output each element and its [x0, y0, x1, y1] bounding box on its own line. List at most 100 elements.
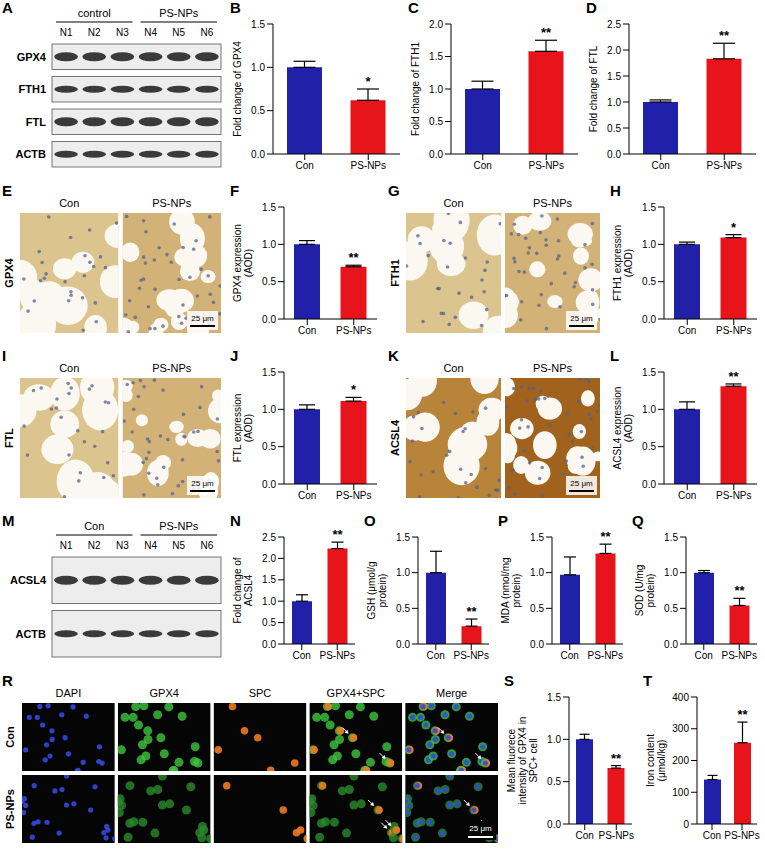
svg-text:GPX4: GPX4 — [17, 51, 47, 63]
svg-text:PS-NPs: PS-NPs — [598, 830, 634, 841]
svg-text:PS-NPs: PS-NPs — [533, 197, 573, 209]
svg-text:1.0: 1.0 — [396, 567, 410, 578]
svg-text:ACSL4: ACSL4 — [389, 419, 401, 456]
svg-text:DAPI: DAPI — [56, 687, 82, 699]
svg-text:*: * — [731, 220, 737, 235]
svg-text:Fold change of FTL: Fold change of FTL — [588, 45, 599, 132]
svg-text:**: ** — [734, 583, 745, 598]
svg-text:N6: N6 — [201, 540, 214, 551]
svg-text:PS-NPs: PS-NPs — [336, 490, 372, 501]
svg-text:400: 400 — [672, 692, 689, 703]
svg-text:(AOD): (AOD) — [243, 249, 254, 277]
svg-text:Con: Con — [678, 325, 696, 336]
svg-text:Con: Con — [678, 490, 696, 501]
svg-text:PS-NPs: PS-NPs — [152, 197, 192, 209]
svg-text:0.0: 0.0 — [664, 639, 678, 650]
svg-text:GPX4: GPX4 — [3, 257, 15, 287]
svg-text:2.0: 2.0 — [429, 19, 443, 30]
svg-text:PS-NPs: PS-NPs — [350, 160, 386, 171]
svg-text:ACSL4 expression: ACSL4 expression — [612, 387, 623, 470]
svg-text:Con: Con — [84, 520, 104, 532]
svg-text:N3: N3 — [116, 27, 129, 38]
svg-text:Con: Con — [298, 490, 316, 501]
svg-text:25 μm: 25 μm — [469, 824, 492, 833]
svg-text:Con: Con — [298, 325, 316, 336]
svg-text:1.0: 1.0 — [547, 734, 561, 745]
svg-text:PS-NPs: PS-NPs — [716, 490, 752, 501]
svg-text:protein): protein) — [511, 574, 522, 608]
svg-text:SPC+ cell: SPC+ cell — [528, 738, 539, 782]
svg-text:FTH1 expression: FTH1 expression — [612, 225, 623, 301]
svg-text:1.5: 1.5 — [642, 202, 656, 213]
svg-text:Con: Con — [576, 830, 594, 841]
svg-text:PS-NPs: PS-NPs — [587, 650, 623, 661]
svg-text:(μmol/kg): (μmol/kg) — [656, 740, 667, 782]
svg-text:MDA (nmol/mg: MDA (nmol/mg — [500, 557, 511, 623]
svg-text:0.0: 0.0 — [396, 639, 410, 650]
svg-text:N1: N1 — [60, 540, 73, 551]
svg-text:1.0: 1.0 — [262, 596, 276, 607]
svg-text:*: * — [351, 382, 357, 397]
svg-text:Iron content: Iron content — [645, 734, 656, 787]
svg-text:1.0: 1.0 — [607, 97, 621, 108]
svg-text:1.5: 1.5 — [547, 692, 561, 703]
svg-text:1.5: 1.5 — [530, 532, 544, 543]
svg-text:ACSL4: ACSL4 — [243, 574, 254, 606]
svg-text:0.5: 0.5 — [251, 105, 265, 116]
svg-text:N3: N3 — [116, 540, 129, 551]
svg-text:N2: N2 — [88, 27, 101, 38]
svg-text:1.0: 1.0 — [262, 239, 276, 250]
svg-text:protein): protein) — [645, 574, 656, 608]
svg-text:**: ** — [541, 25, 552, 40]
svg-text:0.5: 0.5 — [262, 276, 276, 287]
svg-text:PS-NPs: PS-NPs — [159, 520, 199, 532]
svg-text:SOD (U/mg: SOD (U/mg — [634, 565, 645, 617]
svg-text:0.5: 0.5 — [262, 441, 276, 452]
svg-text:25 μm: 25 μm — [570, 314, 593, 323]
svg-text:1.0: 1.0 — [429, 84, 443, 95]
svg-text:PS-NPs: PS-NPs — [319, 650, 355, 661]
svg-text:(AOD): (AOD) — [243, 414, 254, 442]
svg-text:**: ** — [348, 250, 359, 265]
svg-text:**: ** — [719, 28, 730, 43]
svg-text:Merge: Merge — [436, 687, 467, 699]
svg-text:0.5: 0.5 — [530, 603, 544, 614]
svg-text:**: ** — [332, 527, 343, 542]
svg-text:PS-NPs: PS-NPs — [453, 650, 489, 661]
svg-text:Con: Con — [296, 160, 314, 171]
svg-text:1.0: 1.0 — [642, 239, 656, 250]
svg-text:Fold change of GPX4: Fold change of GPX4 — [232, 41, 243, 137]
svg-text:FTH1: FTH1 — [389, 259, 401, 287]
svg-text:0.0: 0.0 — [642, 314, 656, 325]
svg-text:ACTB: ACTB — [15, 628, 46, 640]
svg-text:PS-NPs: PS-NPs — [533, 362, 573, 374]
svg-text:1.5: 1.5 — [664, 532, 678, 543]
svg-text:1.0: 1.0 — [262, 404, 276, 415]
svg-text:PS-NPs: PS-NPs — [706, 160, 742, 171]
svg-text:0.0: 0.0 — [642, 479, 656, 490]
svg-text:FTL: FTL — [26, 116, 46, 128]
svg-text:N4: N4 — [144, 540, 157, 551]
svg-text:ACSL4: ACSL4 — [10, 574, 47, 586]
svg-text:2.5: 2.5 — [262, 532, 276, 543]
svg-text:0.0: 0.0 — [262, 639, 276, 650]
svg-text:Con: Con — [474, 160, 492, 171]
svg-text:0.5: 0.5 — [642, 276, 656, 287]
svg-text:25 μm: 25 μm — [191, 314, 214, 323]
svg-text:0.5: 0.5 — [262, 617, 276, 628]
svg-text:1.5: 1.5 — [607, 71, 621, 82]
svg-text:control: control — [78, 7, 111, 19]
svg-text:Con: Con — [427, 650, 445, 661]
svg-text:**: ** — [466, 604, 477, 619]
svg-text:N4: N4 — [144, 27, 157, 38]
svg-text:Mean fluorece: Mean fluorece — [506, 728, 517, 792]
svg-text:1.5: 1.5 — [642, 367, 656, 378]
svg-text:1.5: 1.5 — [262, 367, 276, 378]
svg-text:Con: Con — [443, 197, 463, 209]
svg-text:100: 100 — [672, 787, 689, 798]
svg-text:Con: Con — [443, 362, 463, 374]
svg-text:GPX4+SPC: GPX4+SPC — [327, 687, 385, 699]
svg-text:PS-NPs: PS-NPs — [724, 830, 760, 841]
svg-text:0.5: 0.5 — [547, 776, 561, 787]
svg-text:1.5: 1.5 — [251, 19, 265, 30]
